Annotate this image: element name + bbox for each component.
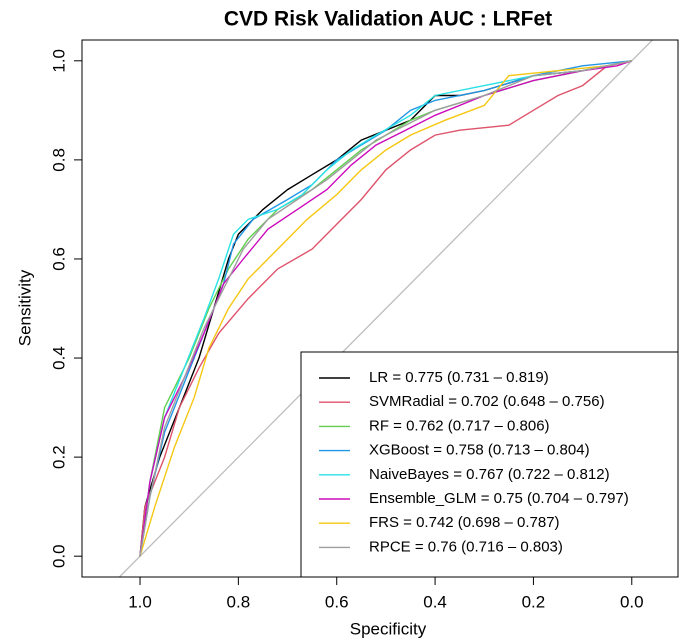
legend-label: FRS = 0.742 (0.698 – 0.787)	[369, 514, 560, 531]
roc-curve	[139, 60, 632, 557]
legend-label: RF = 0.762 (0.717 – 0.806)	[369, 417, 550, 434]
x-tick-label: 0.2	[522, 592, 546, 611]
x-tick-label: 0.8	[227, 592, 251, 611]
roc-curve	[139, 60, 632, 557]
x-tick-label: 0.0	[620, 592, 644, 611]
chart-title: CVD Risk Validation AUC : LRFet	[224, 8, 552, 31]
y-tick-label: 0.6	[49, 247, 68, 271]
y-tick-label: 0.2	[49, 445, 68, 469]
legend	[300, 351, 679, 578]
legend-label: XGBoost = 0.758 (0.713 – 0.804)	[369, 442, 590, 459]
y-tick-label: 1.0	[49, 49, 68, 73]
roc-curve	[139, 60, 632, 557]
plot-area	[118, 40, 654, 577]
legend-label: SVMRadial = 0.702 (0.648 – 0.756)	[369, 393, 605, 410]
y-axis-label: Sensitivity	[15, 269, 34, 346]
legend-label: Ensemble_GLM = 0.75 (0.704 – 0.797)	[369, 490, 629, 507]
legend-label: NaiveBayes = 0.767 (0.722 – 0.812)	[369, 466, 610, 483]
y-tick-label: 0.0	[49, 544, 68, 568]
legend-label: LR = 0.775 (0.731 – 0.819)	[369, 369, 549, 386]
roc-curve	[139, 60, 632, 557]
y-tick-label: 0.8	[49, 148, 68, 172]
x-axis-label: Specificity	[350, 619, 427, 638]
x-tick-label: 0.4	[423, 592, 447, 611]
legend-label: RPCE = 0.76 (0.716 – 0.803)	[369, 538, 563, 555]
y-tick-label: 0.4	[49, 346, 68, 370]
x-tick-label: 1.0	[128, 592, 152, 611]
x-tick-label: 0.6	[325, 592, 349, 611]
chance-line	[118, 40, 654, 577]
